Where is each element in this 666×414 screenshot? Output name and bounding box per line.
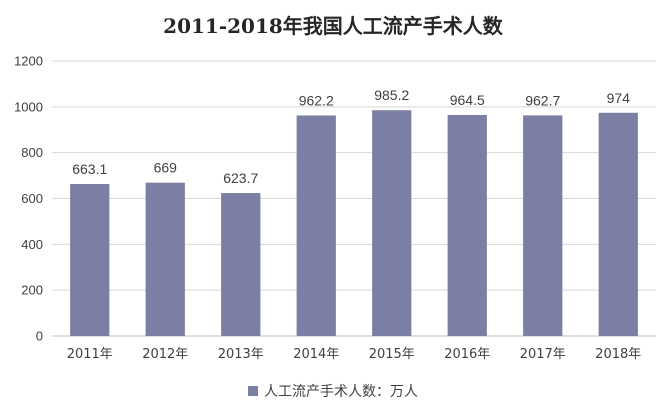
bar xyxy=(70,184,110,336)
bar-chart: 0 200 400 600 800 1000 1200 663.1 2011年 669 2012年 6… xyxy=(14,54,656,362)
y-tick-label: 1000 xyxy=(14,99,43,114)
x-tick-label: 2014年 xyxy=(293,347,339,362)
bar xyxy=(296,115,336,336)
legend-label: 人工流产手术人数：万人 xyxy=(264,384,418,400)
bar xyxy=(523,115,563,336)
y-tick-label: 800 xyxy=(21,145,43,160)
x-tick-label: 2013年 xyxy=(218,347,264,362)
bar xyxy=(372,110,412,336)
x-tick-label: 2011年 xyxy=(67,347,113,362)
x-tick-label: 2015年 xyxy=(369,347,415,362)
data-label: 962.7 xyxy=(525,92,560,108)
y-tick-label: 0 xyxy=(36,329,43,344)
bar xyxy=(145,182,185,336)
y-tick-label: 600 xyxy=(21,191,43,206)
legend-swatch xyxy=(248,386,258,396)
data-label: 974 xyxy=(607,90,631,106)
y-tick-label: 400 xyxy=(21,237,43,252)
y-tick-label: 200 xyxy=(21,283,43,298)
chart-legend: 人工流产手术人数：万人 xyxy=(0,381,666,401)
data-label: 623.7 xyxy=(223,170,258,186)
data-label: 962.2 xyxy=(299,92,334,108)
data-label: 964.5 xyxy=(450,92,485,108)
data-label: 663.1 xyxy=(72,161,107,177)
bar xyxy=(221,193,261,336)
data-label: 669 xyxy=(154,160,178,176)
y-tick-label: 1200 xyxy=(14,54,43,69)
bar xyxy=(598,112,638,337)
data-label: 985.2 xyxy=(374,87,409,103)
x-tick-label: 2016年 xyxy=(444,347,490,362)
x-tick-label: 2018年 xyxy=(595,347,641,362)
x-tick-label: 2012年 xyxy=(142,347,188,362)
x-tick-label: 2017年 xyxy=(520,347,566,362)
chart-title: 2011-2018年我国人工流产手术人数 xyxy=(163,14,503,38)
bar xyxy=(447,114,487,336)
